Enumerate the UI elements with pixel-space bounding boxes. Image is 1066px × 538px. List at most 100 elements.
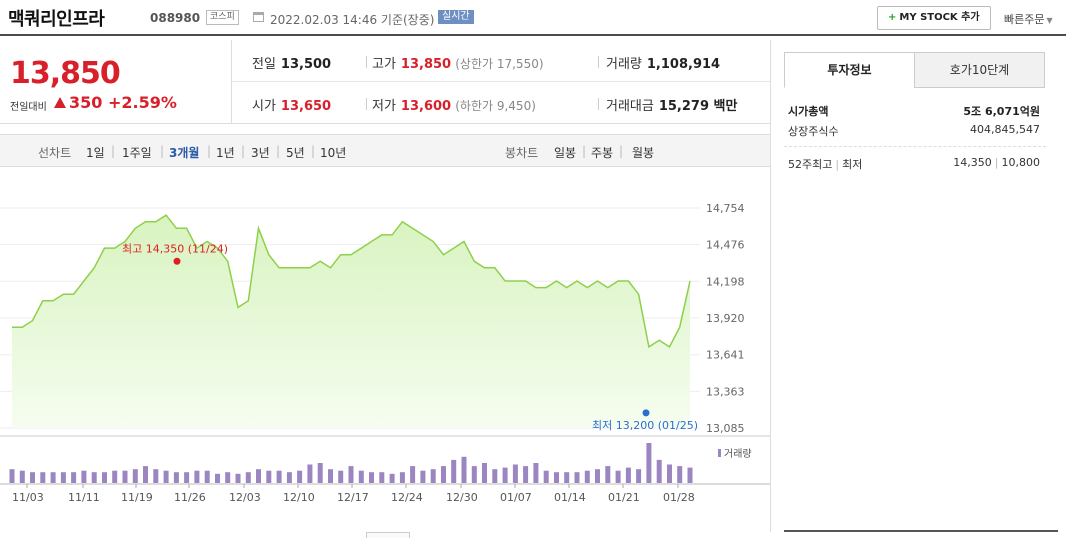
volume-bar [9, 469, 15, 483]
high-annotation: 최고 14,350 (11/24) [122, 242, 228, 255]
stock-header: 맥쿼리인프라 088980 코스피 2022.02.03 14:46 기준(장중… [0, 0, 1066, 36]
x-tick-label: 12/10 [283, 491, 315, 504]
x-tick-label: 11/03 [12, 491, 44, 504]
volume-bar [102, 472, 107, 483]
divider: | [241, 144, 246, 158]
divider: | [994, 156, 999, 169]
volume-bar [543, 470, 549, 483]
volume-bar [554, 472, 559, 483]
volume-bar [399, 472, 405, 483]
volume-bar [317, 463, 323, 483]
y-tick-label: 13,920 [706, 312, 745, 325]
y-tick-label: 14,754 [706, 202, 745, 215]
volume-bar [656, 459, 662, 483]
high-value: 13,850 [400, 57, 452, 72]
volume-bar [625, 467, 631, 483]
volume-bar [184, 472, 190, 483]
week52-row: 52주최고 | 최저 14,350 | 10,800 [784, 153, 1046, 173]
stats-row-2: 시가 13,650 저가 13,600 (하한가 9,450) 거래대금 15,279… [232, 82, 770, 124]
market-cap-label: 시가총액 [788, 105, 829, 118]
current-price: 13,850 [10, 56, 121, 91]
volume-bar [379, 472, 385, 483]
y-tick-label: 14,476 [706, 239, 745, 252]
volume-bar [502, 467, 508, 483]
quick-order-label: 빠른주문 [1004, 13, 1045, 26]
volume-label: 거래량 [606, 57, 642, 72]
candle-weekly[interactable]: 주봉 [591, 146, 614, 160]
plus-icon: + [888, 12, 897, 23]
volume-bar [636, 469, 642, 483]
amount-label: 거래대금 [606, 99, 654, 114]
volume-bar [132, 469, 138, 483]
volume-bar [667, 464, 672, 483]
tab-investment-info[interactable]: 투자정보 [784, 52, 915, 88]
divider: | [160, 144, 165, 158]
quick-order-button[interactable]: 빠른주문 ▼ [1004, 11, 1053, 27]
week52-low-value: 10,800 [1001, 156, 1041, 169]
volume-bar [81, 470, 87, 483]
volume-bar [461, 456, 467, 483]
candle-daily[interactable]: 일봉 [554, 146, 577, 160]
volume-bar [194, 470, 200, 483]
week52-high-value: 14,350 [953, 156, 992, 169]
period-1d[interactable]: 1일 [86, 146, 105, 160]
volume-bar [564, 472, 570, 483]
timestamp: 2022.02.03 14:46 기준(장중) [270, 13, 435, 27]
mystock-add-label: MY STOCK 추가 [899, 12, 980, 23]
upper-limit: (상한가 17,550) [455, 57, 544, 71]
trade-amount: 거래대금 15,279 백만 [606, 95, 737, 114]
market-badge: 코스피 [206, 10, 239, 25]
period-10y[interactable]: 10년 [320, 146, 347, 160]
candle-monthly[interactable]: 월봉 [632, 146, 655, 160]
realtime-badge[interactable]: 실시간 [438, 10, 474, 24]
period-5y[interactable]: 5년 [286, 146, 305, 160]
x-tick-label: 12/03 [229, 491, 261, 504]
divider: | [207, 144, 212, 158]
volume-bar [50, 472, 56, 483]
volume-bar [595, 469, 600, 483]
volume-bar [153, 469, 159, 483]
x-tick-label: 12/24 [391, 491, 423, 504]
stock-name[interactable]: 맥쿼리인프라 [8, 9, 105, 30]
period-1y[interactable]: 1년 [216, 146, 235, 160]
volume-bar [492, 469, 498, 483]
divider: | [835, 158, 840, 171]
divider: | [619, 144, 624, 158]
scroll-handle[interactable] [366, 532, 410, 538]
week52-value: 14,350 | 10,800 [953, 156, 1040, 169]
volume-bar [328, 469, 333, 483]
divider [770, 40, 771, 532]
volume-bar [286, 472, 292, 483]
volume-bar [215, 473, 220, 483]
y-tick-label: 14,198 [706, 275, 745, 288]
low-price: 저가 13,600 (하한가 9,450) [372, 95, 536, 114]
shares-value: 404,845,547 [970, 123, 1040, 136]
line-chart-label: 선차트 [38, 146, 72, 160]
period-1w[interactable]: 1주일 [122, 146, 152, 160]
volume-bar [245, 472, 251, 483]
price-box: 13,850 전일대비 350 +2.59% [0, 40, 232, 124]
period-3m[interactable]: 3개월 [169, 146, 200, 160]
volume-bar [163, 470, 169, 483]
prev-close-value: 13,500 [280, 57, 332, 72]
price-chart[interactable]: 14,754 14,476 14,198 13,920 13,641 13,363 13,0… [0, 170, 771, 538]
week52-label: 52주최고 | 최저 [788, 156, 862, 172]
candle-chart-label: 봉차트 [505, 146, 539, 160]
low-label: 저가 [372, 99, 396, 114]
chart-svg: 14,754 14,476 14,198 13,920 13,641 13,363 13,0… [0, 202, 770, 504]
divider [366, 98, 367, 110]
period-bar: 선차트 1일 | 1주일 | 3개월 | 1년 | 3년 | 5년 | 10년 … [0, 134, 771, 167]
tab-orderbook[interactable]: 호가10단계 [914, 52, 1045, 88]
mystock-add-button[interactable]: + MY STOCK 추가 [877, 6, 991, 30]
volume-bar [512, 464, 518, 483]
volume-bar [338, 470, 344, 483]
volume-bar [389, 473, 395, 483]
low-value: 13,600 [400, 99, 452, 114]
period-3y[interactable]: 3년 [251, 146, 270, 160]
volume-bar [112, 470, 118, 483]
week52-low-label: 최저 [842, 158, 863, 171]
y-tick-label: 13,363 [706, 385, 745, 398]
x-tick-label: 01/07 [500, 491, 532, 504]
volume-bar [369, 472, 374, 483]
x-tick-label: 01/21 [608, 491, 640, 504]
